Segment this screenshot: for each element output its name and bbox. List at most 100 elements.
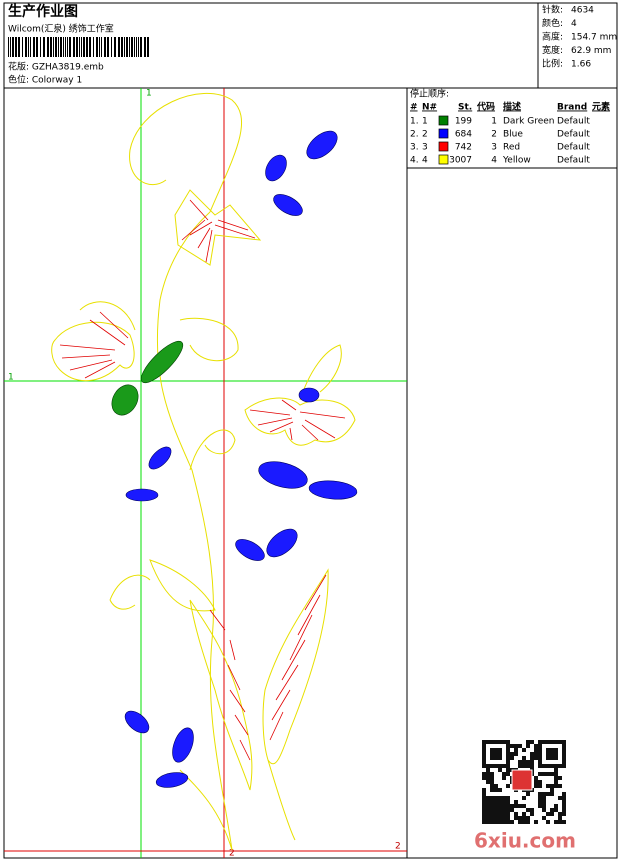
- qr-module: [562, 744, 566, 748]
- qr-module: [482, 740, 486, 744]
- qr-module: [494, 820, 498, 824]
- qr-module: [542, 800, 546, 804]
- qr-module: [518, 804, 522, 808]
- qr-module: [506, 772, 510, 776]
- qr-module: [490, 804, 494, 808]
- qr-module: [554, 776, 558, 780]
- qr-module: [502, 816, 506, 820]
- qr-module: [506, 740, 510, 744]
- qr-module: [506, 812, 510, 816]
- qr-module: [522, 748, 526, 752]
- qr-module: [490, 796, 494, 800]
- qr-module: [558, 820, 562, 824]
- qr-module: [546, 756, 550, 760]
- qr-module: [530, 808, 534, 812]
- qr-module: [554, 768, 558, 772]
- bar-stripe: [131, 37, 133, 57]
- bar-stripe: [63, 37, 64, 57]
- bar-stripe: [53, 37, 54, 57]
- qr-module: [482, 808, 486, 812]
- qr-module: [486, 780, 490, 784]
- table-cell: 3.: [410, 143, 419, 153]
- qr-module: [498, 800, 502, 804]
- qr-module: [506, 744, 510, 748]
- qr-module: [562, 748, 566, 752]
- qr-module: [530, 756, 534, 760]
- bar-stripe: [15, 37, 17, 57]
- table-cell: Yellow: [502, 156, 531, 166]
- qr-module: [554, 804, 558, 808]
- bar-stripe: [126, 37, 128, 57]
- qr-module: [502, 772, 506, 776]
- stat-value: 4: [571, 19, 577, 29]
- embroidery-fill-green: [111, 340, 184, 416]
- qr-module: [482, 772, 486, 776]
- bar-stripe: [147, 37, 149, 57]
- bar-stripe: [86, 37, 88, 57]
- qr-module: [526, 764, 530, 768]
- table-header: Brand: [557, 103, 587, 113]
- bar-stripe: [69, 37, 71, 57]
- qr-module: [546, 748, 550, 752]
- qr-module: [482, 820, 486, 824]
- qr-module: [502, 796, 506, 800]
- bar-stripe: [28, 37, 29, 57]
- qr-module: [506, 796, 510, 800]
- qr-module: [518, 760, 522, 764]
- bar-stripe: [55, 37, 57, 57]
- qr-module: [486, 740, 490, 744]
- qr-module: [534, 776, 538, 780]
- qr-module: [506, 804, 510, 808]
- qr-module: [506, 768, 510, 772]
- qr-module: [498, 764, 502, 768]
- bar-stripe: [83, 37, 85, 57]
- bar-stripe: [33, 37, 35, 57]
- bar-stripe: [138, 37, 139, 57]
- title: 生产作业图: [8, 3, 78, 20]
- qr-module: [486, 796, 490, 800]
- qr-module: [554, 784, 558, 788]
- qr-module: [534, 744, 538, 748]
- embroidery-satin-red: [59, 199, 346, 761]
- table-cell: 1: [422, 117, 428, 127]
- qr-module: [530, 760, 534, 764]
- bar-stripe: [107, 37, 109, 57]
- qr-module: [546, 812, 550, 816]
- qr-module: [522, 764, 526, 768]
- stat-label: 高度:: [542, 31, 563, 43]
- qr-module: [490, 784, 494, 788]
- qr-module: [482, 788, 486, 792]
- qr-module: [562, 792, 566, 796]
- qr-module: [486, 764, 490, 768]
- bar-stripe: [76, 37, 78, 57]
- bar-stripe: [22, 37, 23, 57]
- qr-module: [506, 764, 510, 768]
- qr-module: [530, 740, 534, 744]
- stats: 针数: 4634 颜色: 4 高度: 154.7 mm 宽度: 62.9 mm 比例: 1.66: [542, 4, 617, 70]
- table-cell: Default: [557, 117, 590, 127]
- bar-stripe: [101, 37, 102, 57]
- bar-stripe: [60, 37, 62, 57]
- qr-module: [562, 800, 566, 804]
- bar-stripe: [134, 37, 135, 57]
- qr-module: [538, 800, 542, 804]
- qr-module: [482, 812, 486, 816]
- qr-module: [506, 784, 510, 788]
- table-cell: 2.: [410, 130, 419, 140]
- marker: 2: [229, 849, 235, 859]
- table-cell: 1: [491, 117, 497, 127]
- bar-stripe: [121, 37, 123, 57]
- qr-module: [522, 812, 526, 816]
- qr-module: [562, 740, 566, 744]
- qr-module: [562, 756, 566, 760]
- table-cell: 4: [422, 156, 428, 166]
- qr-module: [558, 776, 562, 780]
- bar-stripe: [111, 37, 112, 57]
- qr-module: [490, 756, 494, 760]
- table-header: St.: [458, 103, 472, 113]
- qr-module: [510, 808, 514, 812]
- qr-module: [510, 756, 514, 760]
- qr-module: [494, 740, 498, 744]
- bar-stripe: [25, 37, 27, 57]
- qr-module: [494, 748, 498, 752]
